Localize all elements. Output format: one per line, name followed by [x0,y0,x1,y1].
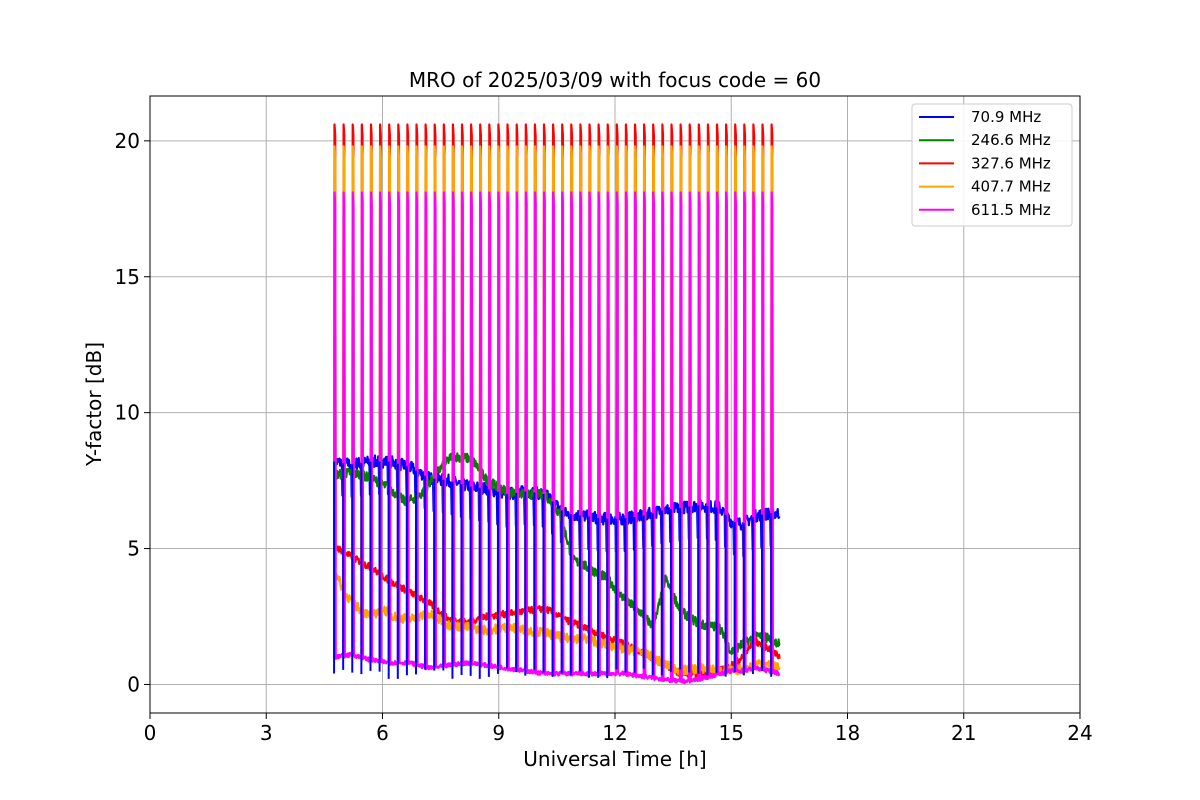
plot-area [333,123,781,685]
x-tick-label: 21 [951,721,976,745]
legend-label: 70.9 MHz [971,108,1041,126]
legend-box [911,103,1073,227]
legend-label: 407.7 MHz [971,178,1051,196]
y-tick-label: 20 [115,129,140,153]
x-tick-label: 15 [719,721,744,745]
x-axis-label: Universal Time [h] [523,747,706,771]
chart-title: MRO of 2025/03/09 with focus code = 60 [409,68,821,92]
y-axis-label: Y-factor [dB] [82,342,106,467]
ticks: 0 3 6 9 12 15 18 21 24 0 5 10 15 20 [115,129,1093,745]
y-tick-label: 5 [127,537,140,561]
series-line [333,191,781,685]
x-tick-label: 9 [492,721,505,745]
x-tick-label: 12 [602,721,627,745]
y-tick-label: 15 [115,265,140,289]
y-tick-label: 10 [115,401,140,425]
x-tick-label: 6 [376,721,389,745]
x-tick-label: 0 [144,721,157,745]
x-tick-label: 3 [260,721,273,745]
x-tick-label: 18 [835,721,860,745]
legend-label: 246.6 MHz [971,131,1051,149]
y-tick-label: 0 [127,672,140,696]
legend-label: 327.6 MHz [971,154,1051,172]
x-tick-label: 24 [1067,721,1092,745]
legend-label: 611.5 MHz [971,201,1051,219]
legend: 70.9 MHz 246.6 MHz 327.6 MHz 407.7 MHz 611.5… [911,103,1073,227]
